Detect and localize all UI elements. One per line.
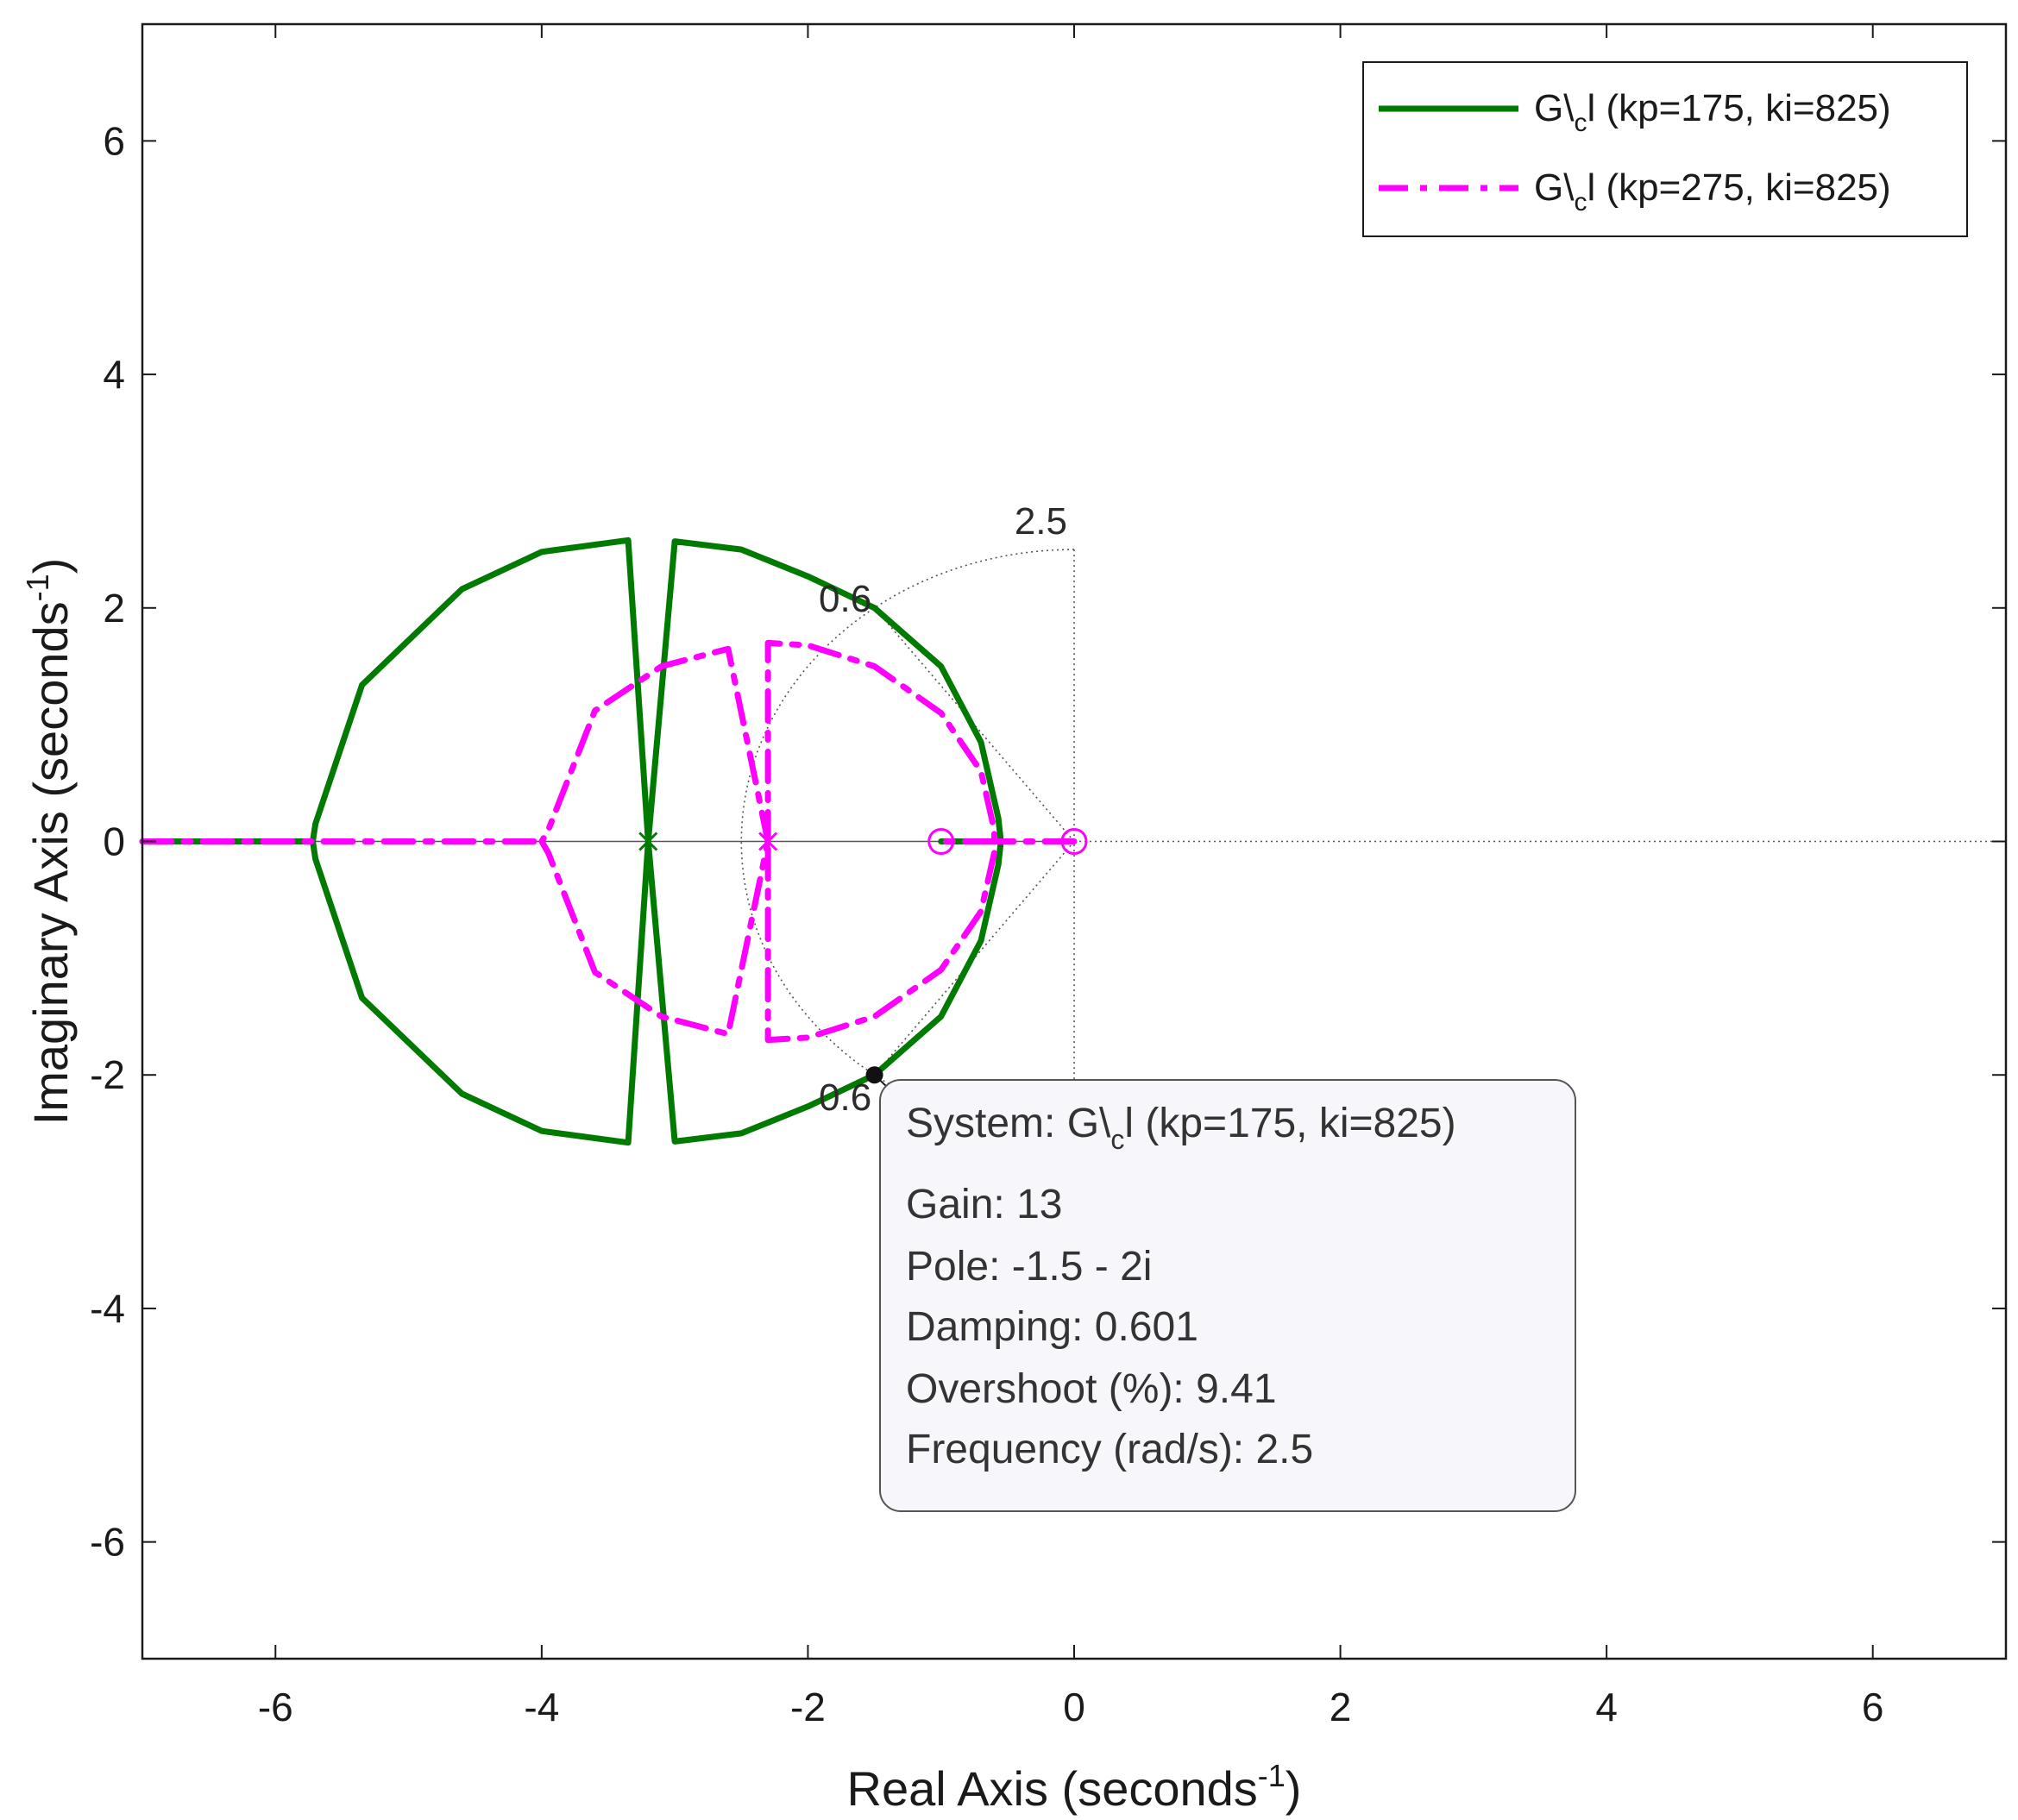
pole-x-stroke-b <box>638 832 658 851</box>
data-tip-system: System: G\cl (kp=175, ki=825) <box>906 1101 1456 1155</box>
x-tick-label-2: -2 <box>790 1685 826 1729</box>
pole-marker-series-1-0 <box>758 832 778 851</box>
x-axis-label-superscript: -1 <box>1258 1758 1286 1793</box>
y-tick-label-2: 2 <box>103 586 125 631</box>
grid-frequency-label: 2.5 <box>1015 500 1067 543</box>
legend-entry-kp175: G\cl (kp=175, ki=825) <box>1534 87 1891 137</box>
data-tip-damping: Damping: 0.601 <box>906 1304 1198 1350</box>
axis-ticks: -6 -4 -2 0 2 4 6 6 4 2 0 -2 -4 -6 <box>90 24 2006 1729</box>
y-axis-label-superscript: -1 <box>20 574 55 601</box>
x-tick-label-6: 6 <box>1862 1685 1884 1729</box>
x-axis-label: Real Axis (seconds-1) <box>847 1758 1302 1816</box>
data-tip-overshoot: Overshoot (%): 9.41 <box>906 1366 1277 1412</box>
legend-entry-kp275: G\cl (kp=275, ki=825) <box>1534 166 1891 217</box>
data-tip-pole: Pole: -1.5 - 2i <box>906 1244 1152 1290</box>
x-tick-label-5: 4 <box>1595 1685 1618 1729</box>
locus-series-1-branch-1 <box>538 645 771 1038</box>
x-tick-label-3: 0 <box>1063 1685 1085 1729</box>
zero-marker-series-1-0 <box>927 828 955 855</box>
y-tick-label-3: 0 <box>103 819 125 864</box>
data-tip-point-marker[interactable] <box>865 1066 883 1084</box>
grid-damping-label-bottom: 0.6 <box>819 1076 871 1119</box>
pole-x-stroke-b <box>758 832 778 851</box>
data-tip-frequency: Frequency (rad/s): 2.5 <box>906 1427 1313 1472</box>
legend-box <box>1362 61 1968 237</box>
y-tick-label-5: -4 <box>90 1286 125 1331</box>
pole-marker-series-0-0 <box>638 832 658 851</box>
data-tip-gain: Gain: 13 <box>906 1182 1062 1227</box>
grid-damping-label-top: 0.6 <box>819 578 871 620</box>
y-tick-label-0: 6 <box>103 118 125 163</box>
pole-zero-markers <box>638 828 1088 855</box>
x-tick-label-0: -6 <box>258 1685 293 1729</box>
zero-marker-series-1-1 <box>1060 828 1088 855</box>
x-tick-label-4: 2 <box>1330 1685 1352 1729</box>
y-tick-label-1: 4 <box>103 352 125 397</box>
x-axis-label-text: Real Axis (seconds <box>847 1761 1258 1816</box>
y-tick-label-4: -2 <box>90 1052 125 1097</box>
legend[interactable]: G\cl (kp=175, ki=825) G\cl (kp=275, ki=8… <box>1362 61 1968 237</box>
y-tick-label-6: -6 <box>90 1520 125 1565</box>
x-tick-label-1: -4 <box>524 1685 559 1729</box>
data-tip-box <box>879 1079 1576 1512</box>
data-tip[interactable]: System: G\cl (kp=175, ki=825) Gain: 13 P… <box>865 1066 1576 1512</box>
y-axis-label: Imaginary Axis (seconds-1) <box>20 558 78 1126</box>
y-axis-label-text: Imaginary Axis (seconds <box>23 601 78 1125</box>
